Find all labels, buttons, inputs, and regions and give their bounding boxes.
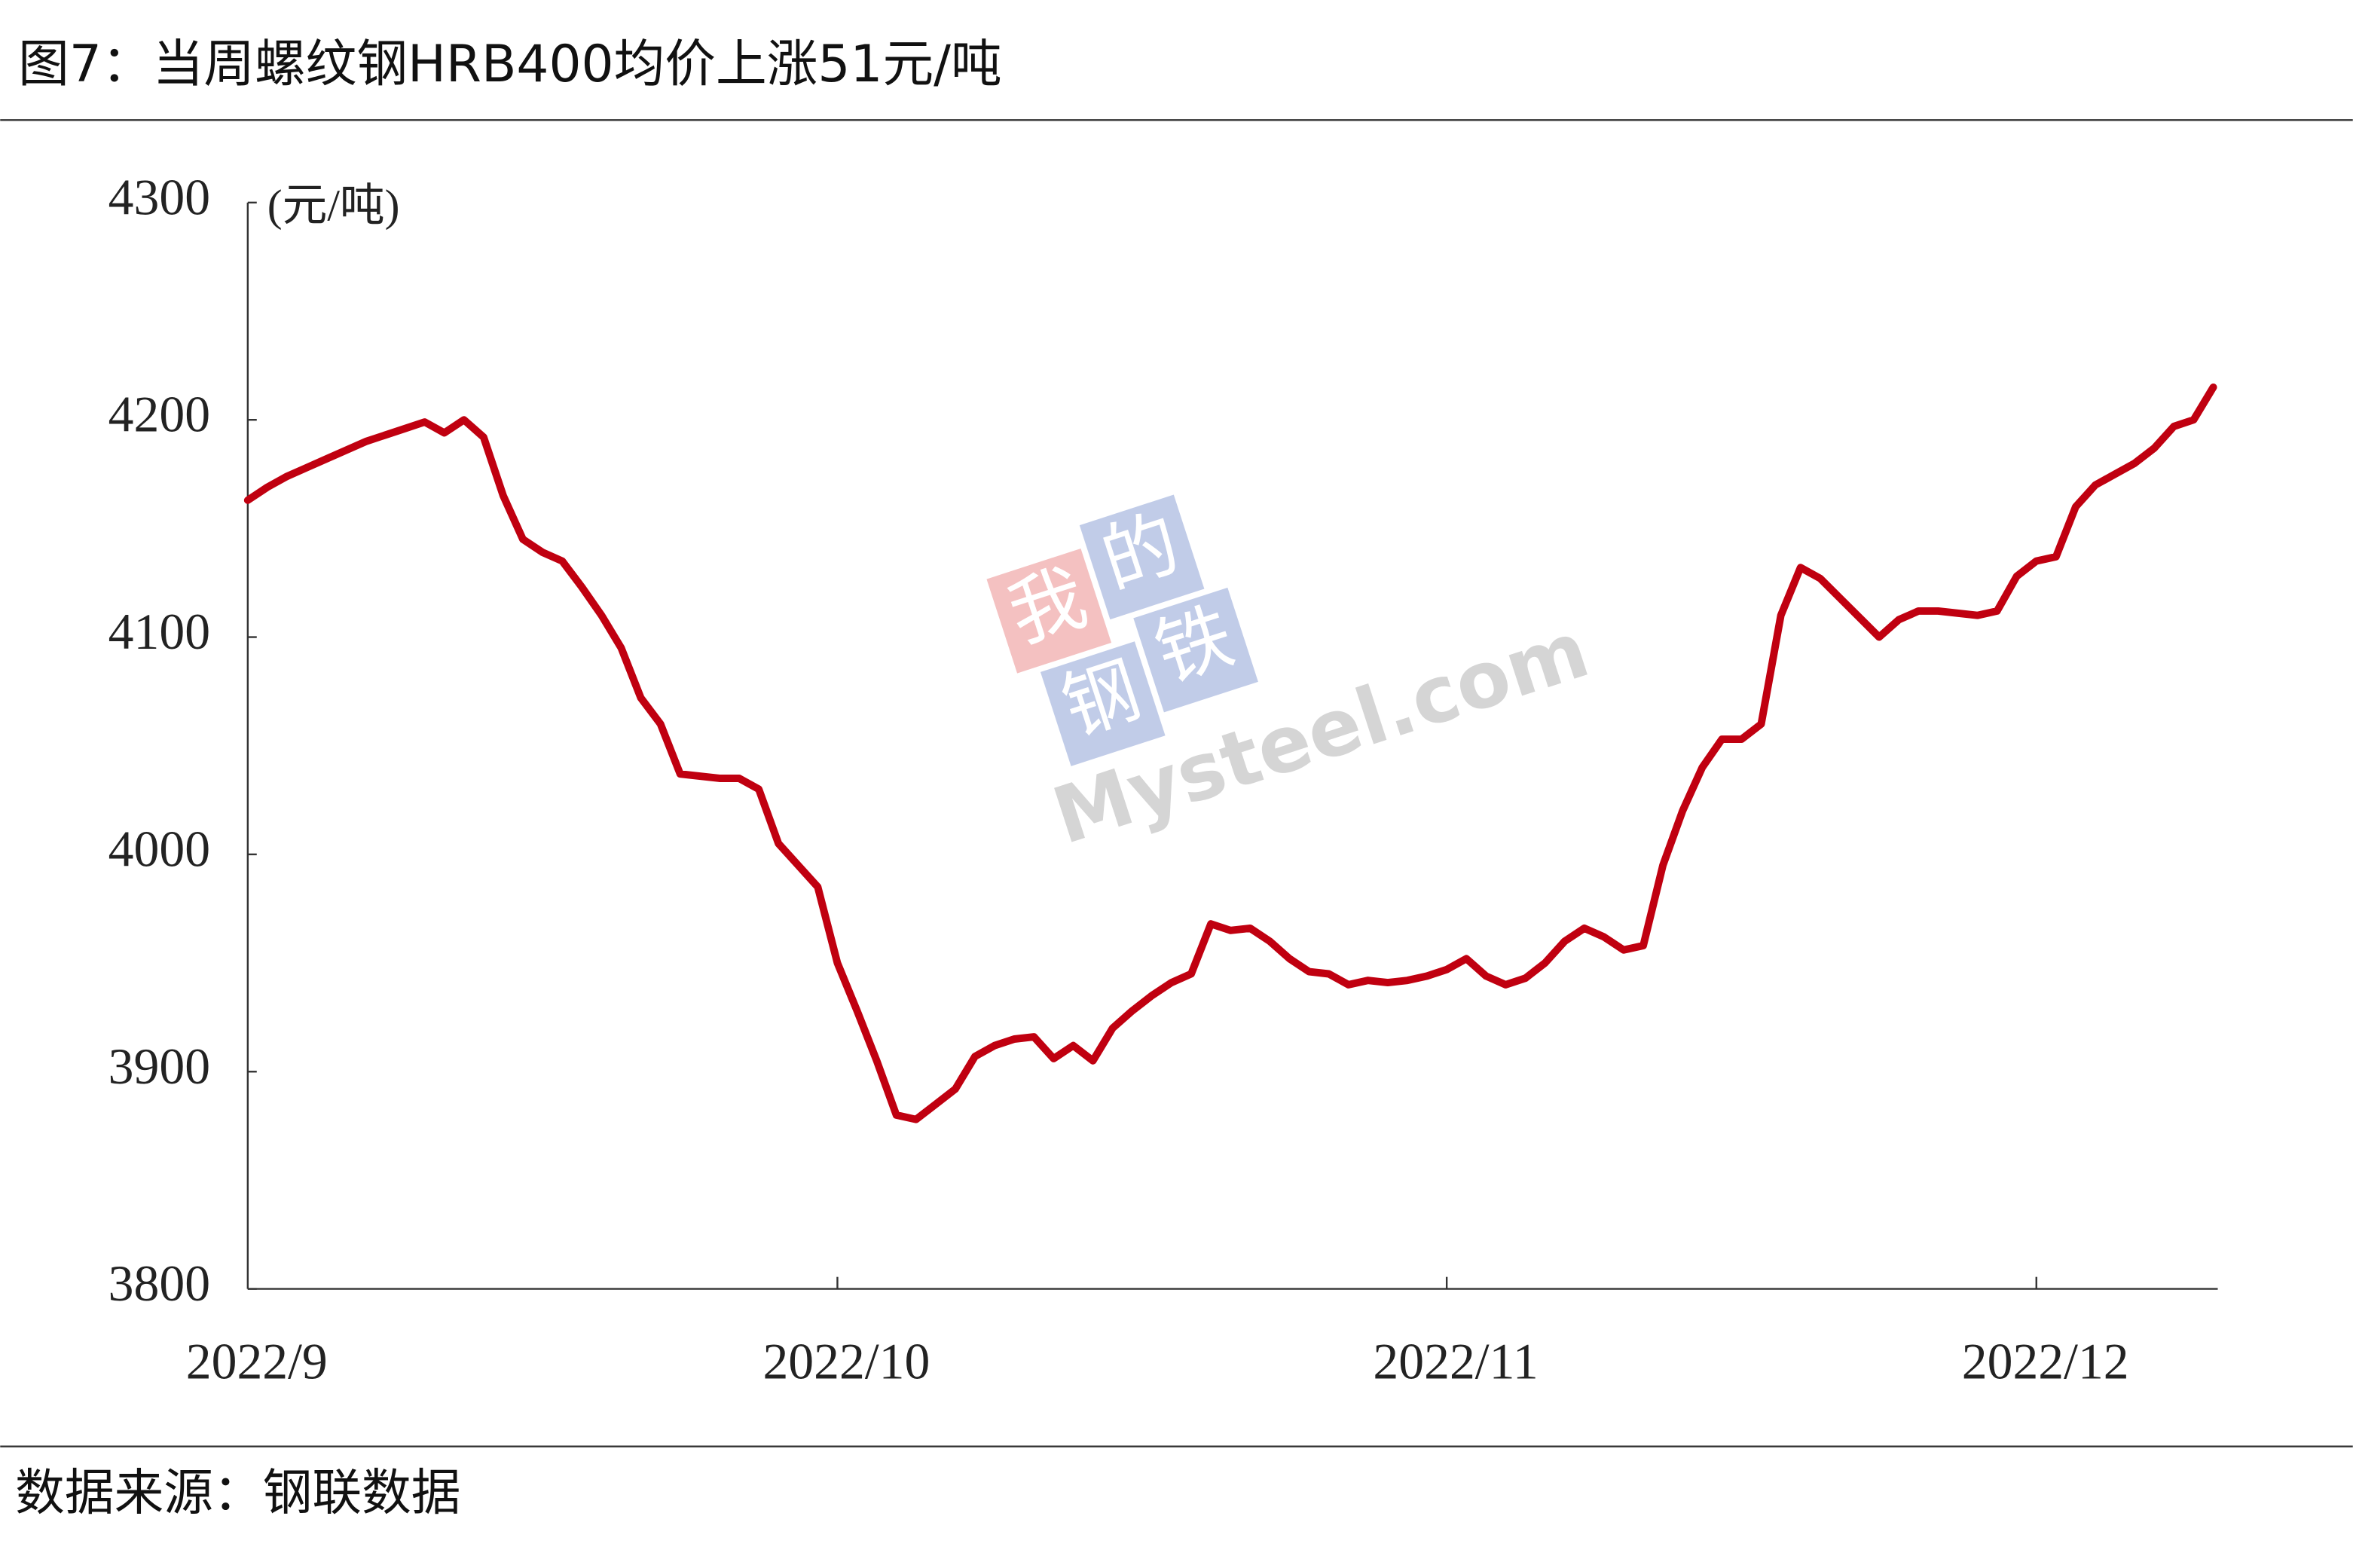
watermark-tile [1133,587,1258,713]
watermark-tile [986,548,1112,674]
x-tick-label: 2022/10 [762,1334,930,1390]
watermark-tile [1040,641,1166,766]
y-tick-label: 4300 [108,169,210,225]
source-note: 数据来源：钢联数据 [15,1464,460,1521]
y-unit: (元/吨) [267,180,400,230]
y-tick-label: 4100 [108,604,210,660]
y-tick-label: 4200 [108,387,210,443]
x-tick-label: 2022/11 [1373,1334,1538,1390]
line-series [243,383,2217,1123]
watermark: 我 的 钢 铁 Mysteel.com [986,494,1599,862]
watermark-tile [1079,494,1205,620]
y-tick-label: 3900 [108,1038,210,1095]
y-tick-label: 3800 [108,1255,210,1312]
chart-title: 图7：当周螺纹钢HRB400均价上涨51元/吨 [18,34,1001,93]
x-tick-label: 2022/9 [186,1334,328,1390]
x-tick-label: 2022/12 [1962,1334,2129,1390]
y-tick-label: 4000 [108,821,210,877]
